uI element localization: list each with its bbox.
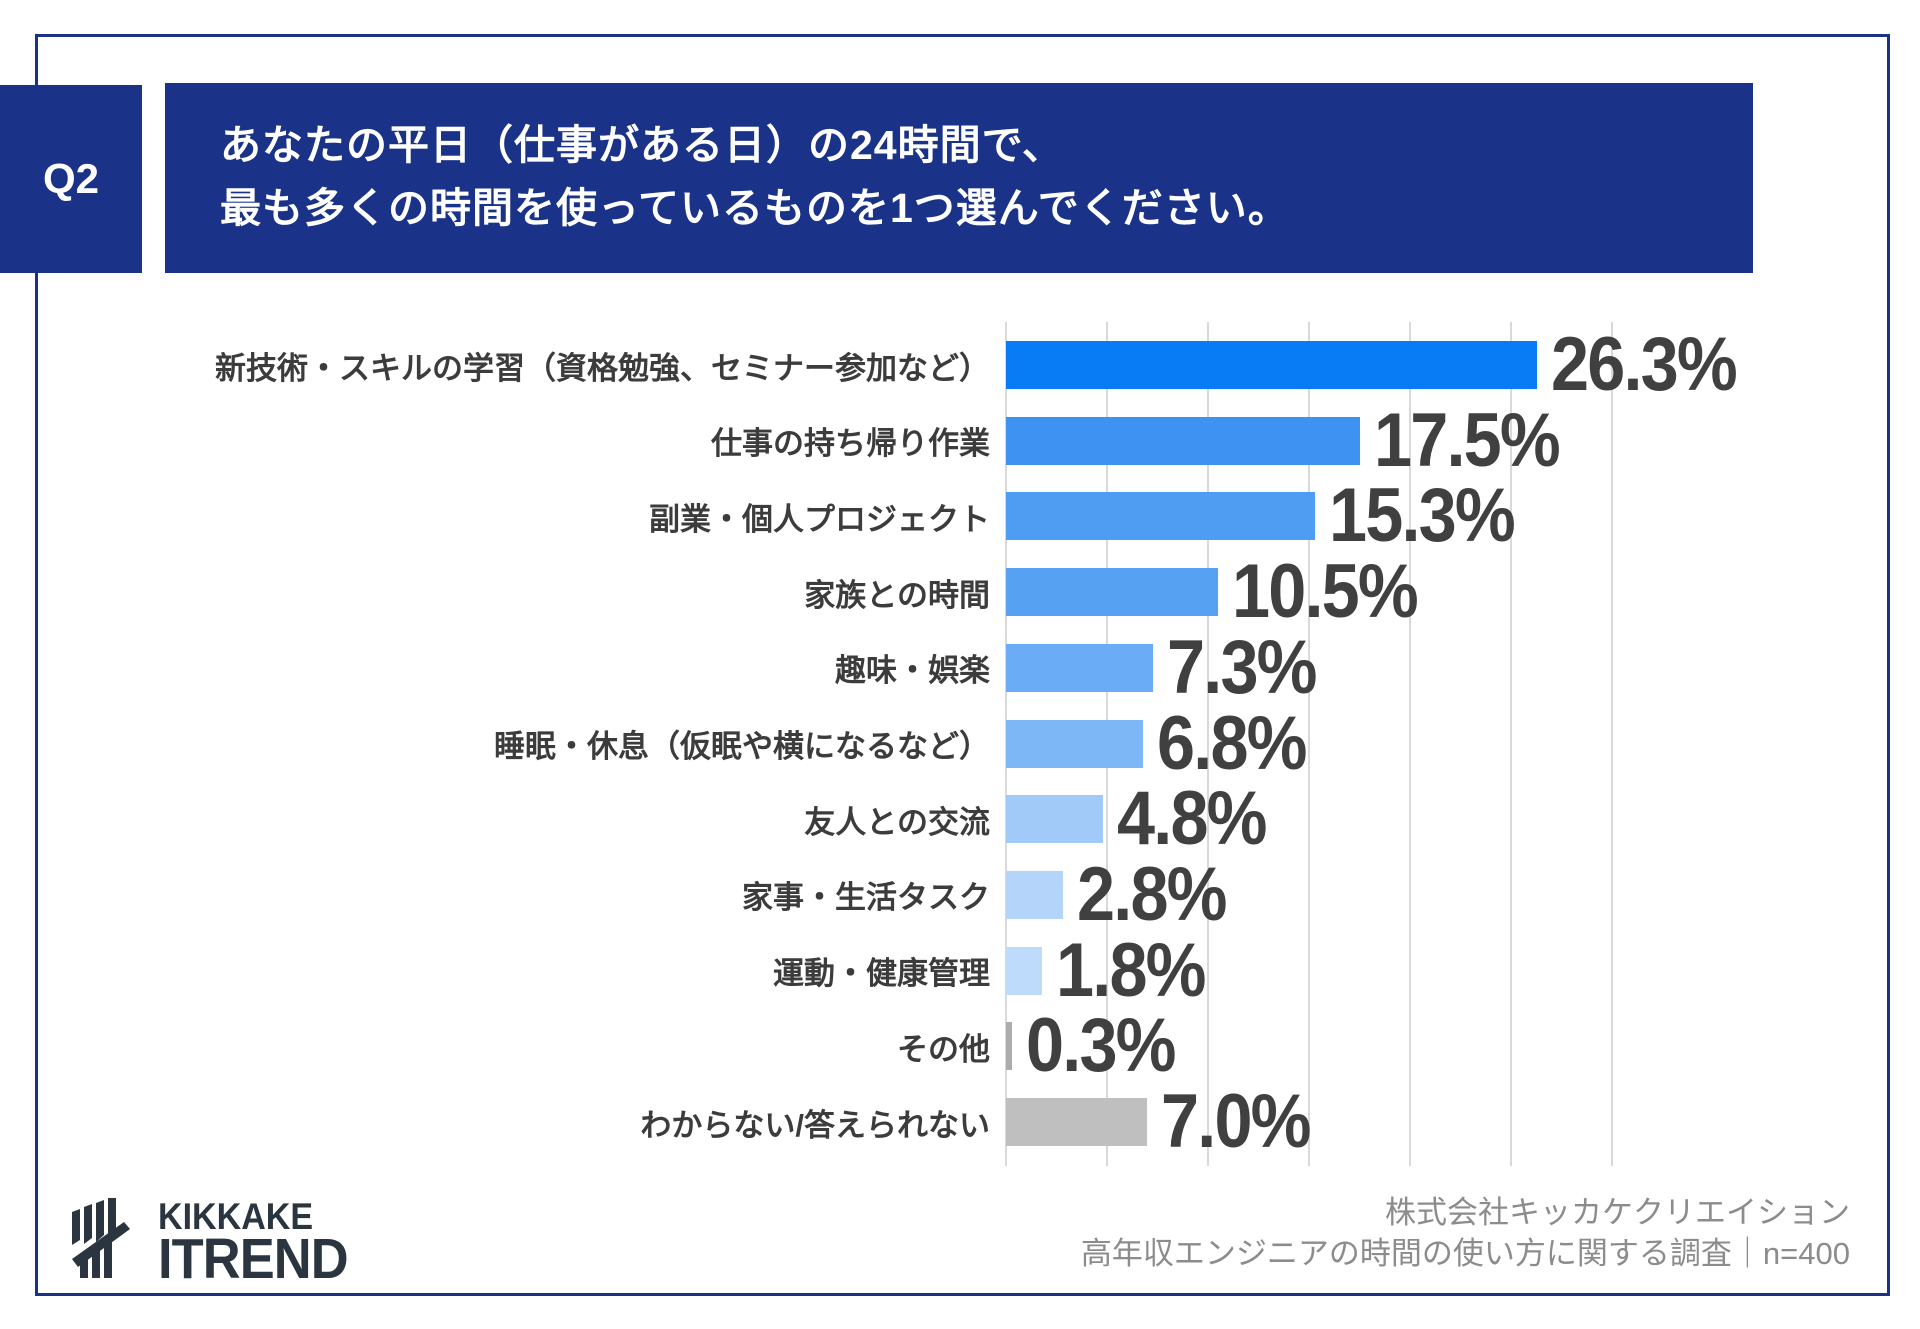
gridline [1510, 322, 1512, 1166]
logo-text-kikkake: KIKKAKE [158, 1196, 314, 1237]
category-label: 趣味・娯楽 [835, 653, 990, 689]
value-label: 10.5% [1232, 549, 1419, 635]
chart-row: 趣味・娯楽 7.3% [60, 624, 1920, 710]
bar [1006, 795, 1103, 844]
bar [1006, 643, 1154, 692]
category-label: 睡眠・休息（仮眠や横になるなど） [494, 729, 990, 764]
bar [1006, 946, 1043, 995]
question-title-line1: あなたの平日（仕事がある日）の24時間で、 [220, 122, 1064, 168]
value-label: 15.3% [1329, 473, 1516, 559]
chart-row: 睡眠・休息（仮眠や横になるなど） 6.8% [60, 700, 1920, 786]
chart-row: 家族との時間 10.5% [60, 549, 1920, 635]
gridline [1308, 322, 1310, 1166]
bar [1006, 416, 1360, 465]
question-title-banner: あなたの平日（仕事がある日）の24時間で、 最も多くの時間を使っているものを1つ… [165, 83, 1753, 273]
bar [1006, 341, 1538, 389]
bar [1006, 1098, 1148, 1146]
category-label: 友人との交流 [804, 804, 990, 840]
question-number-badge: Q2 [0, 85, 142, 273]
bar [1006, 719, 1144, 768]
kikkake-itrend-logo: KIKKAKE ITREND [72, 1196, 364, 1291]
question-title-line2: 最も多くの時間を使っているものを1つ選んでください。 [220, 185, 1290, 231]
value-label: 17.5% [1373, 397, 1561, 483]
value-label: 7.0% [1161, 1079, 1312, 1164]
chart-row: 運動・健康管理 1.8% [60, 927, 1920, 1013]
chart-row: 仕事の持ち帰り作業 17.5% [60, 397, 1920, 483]
value-label: 2.8% [1076, 851, 1228, 937]
source-credit: 株式会社キッカケクリエイション 高年収エンジニアの時間の使い方に関する調査｜n=… [1081, 1192, 1850, 1274]
gridline [1611, 322, 1613, 1166]
chart-row: 家事・生活タスク 2.8% [60, 851, 1920, 937]
chart-row: わからない/答えられない 7.0% [60, 1079, 1920, 1164]
chart-row: 新技術・スキルの学習（資格勉強、セミナー参加など） 26.3% [60, 322, 1920, 407]
bar [1006, 870, 1063, 919]
category-label: 家族との時間 [804, 577, 990, 613]
logo-text: KIKKAKE ITREND [158, 1196, 364, 1291]
chart-row: その他 0.3% [60, 1003, 1920, 1089]
logo-text-itrend: ITREND [158, 1227, 349, 1291]
value-label: 26.3% [1551, 322, 1738, 407]
gridline [1409, 322, 1411, 1166]
value-label: 1.8% [1056, 927, 1207, 1013]
category-label: その他 [897, 1031, 990, 1067]
value-label: 4.8% [1116, 776, 1268, 862]
bar [1006, 1022, 1013, 1071]
logo-bars-icon [72, 1198, 130, 1278]
value-label: 6.8% [1157, 700, 1308, 786]
chart-row: 副業・個人プロジェクト 15.3% [60, 473, 1920, 559]
page-border-frame [35, 34, 1890, 1296]
category-label: 家事・生活タスク [742, 880, 990, 916]
bar [1006, 492, 1316, 541]
category-label: 仕事の持ち帰り作業 [711, 426, 990, 462]
bar [1006, 568, 1219, 617]
question-number: Q2 [42, 155, 100, 202]
category-label: 副業・個人プロジェクト [649, 501, 990, 537]
value-label: 0.3% [1026, 1003, 1177, 1089]
category-label: 運動・健康管理 [773, 956, 990, 992]
gridline [1207, 322, 1209, 1166]
chart-row: 友人との交流 4.8% [60, 776, 1920, 862]
category-label: わからない/答えられない [640, 1107, 990, 1143]
source-credit-company: 株式会社キッカケクリエイション [1385, 1195, 1850, 1230]
source-credit-survey: 高年収エンジニアの時間の使い方に関する調査｜n=400 [1080, 1236, 1850, 1271]
category-label: 新技術・スキルの学習（資格勉強、セミナー参加など） [215, 350, 990, 386]
value-label: 7.3% [1167, 624, 1318, 710]
